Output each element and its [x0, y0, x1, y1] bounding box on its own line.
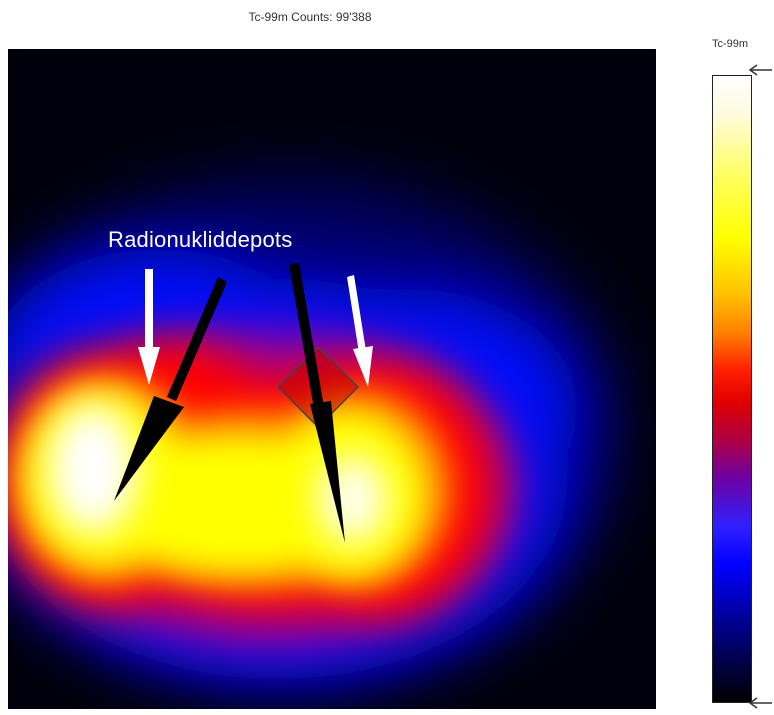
heatmap-canvas [8, 179, 618, 679]
colorbar-max-arrow-icon[interactable] [748, 64, 774, 76]
scintigraphy-image [8, 49, 656, 709]
colorbar-label: Tc-99m [712, 38, 749, 50]
colorbar [712, 75, 752, 703]
black-arrow-right [289, 263, 345, 543]
colorbar-min-arrow-icon[interactable] [748, 697, 774, 709]
annotation-label: Radionukliddepots [108, 227, 293, 252]
white-arrow-right [347, 275, 373, 387]
white-arrow-left [138, 269, 160, 385]
image-title: Tc-99m Counts: 99'388 [248, 10, 372, 24]
black-arrow-left [114, 277, 227, 501]
